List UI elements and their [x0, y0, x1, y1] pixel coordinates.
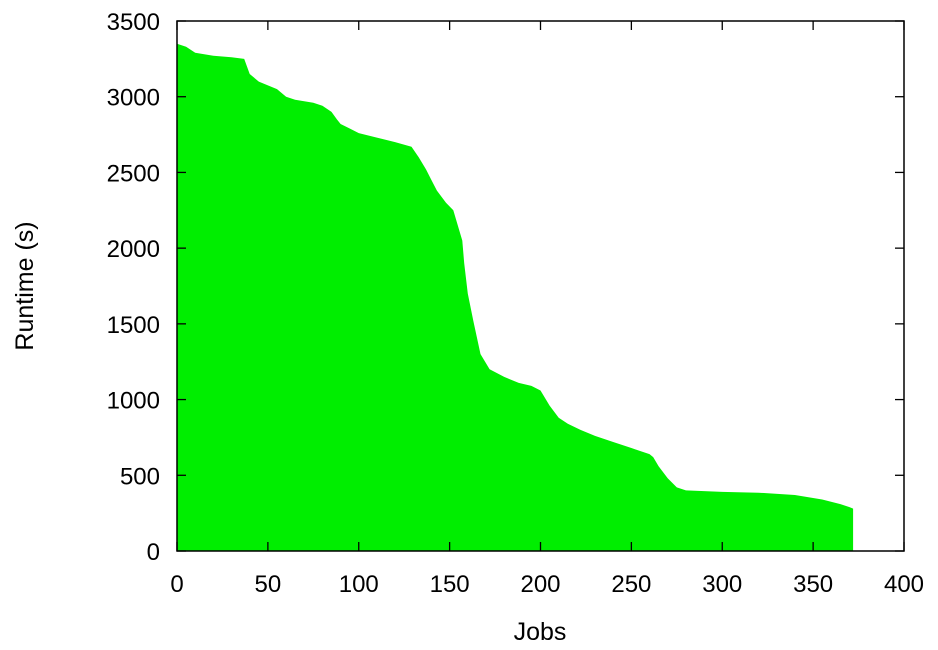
tick-label-layer: 0 50 100 150 200 250 300 350 400 0 500 1000 1500 2000… — [107, 9, 924, 598]
x-tick-label-0: 0 — [170, 571, 183, 598]
y-tick-label-3000: 3000 — [107, 85, 160, 112]
y-tick-label-1500: 1500 — [107, 312, 160, 339]
x-tick-label-250: 250 — [611, 571, 651, 598]
y-tick-label-500: 500 — [120, 463, 160, 490]
y-tick-label-2500: 2500 — [107, 160, 160, 187]
x-tick-label-150: 150 — [430, 571, 470, 598]
x-tick-label-350: 350 — [793, 571, 833, 598]
x-tick-label-50: 50 — [255, 571, 282, 598]
y-axis-label: Runtime (s) — [11, 221, 39, 350]
runtime-area-series-0 — [177, 43, 854, 551]
area-layer — [177, 43, 854, 551]
x-axis-label: Jobs — [514, 618, 567, 646]
x-tick-label-400: 400 — [884, 571, 924, 598]
y-tick-label-0: 0 — [147, 539, 160, 566]
x-tick-label-300: 300 — [702, 571, 742, 598]
y-tick-label-1000: 1000 — [107, 388, 160, 415]
y-tick-label-2000: 2000 — [107, 236, 160, 263]
x-tick-label-200: 200 — [520, 571, 560, 598]
x-tick-label-100: 100 — [339, 571, 379, 598]
y-tick-label-3500: 3500 — [107, 9, 160, 36]
tick-layer — [176, 20, 905, 552]
